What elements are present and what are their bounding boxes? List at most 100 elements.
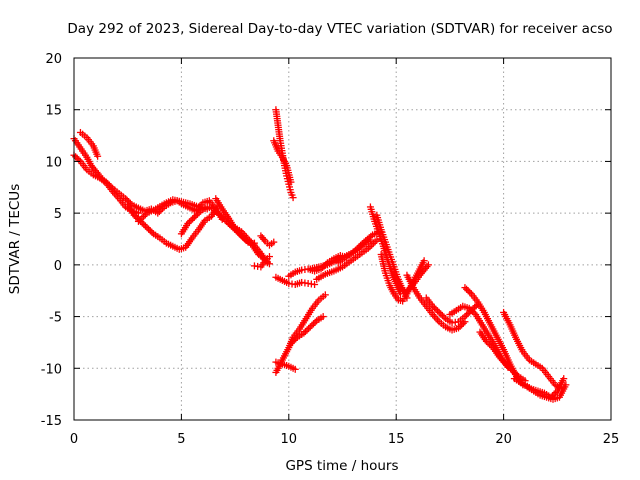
data-point — [289, 194, 297, 202]
data-point-fill — [434, 307, 442, 315]
data-point-fill — [458, 321, 466, 329]
y-tick-label: 5 — [54, 207, 62, 222]
data-point-fill — [146, 227, 154, 235]
data-point-fill — [243, 237, 251, 245]
data-point-fill — [437, 310, 445, 318]
data-point — [210, 205, 218, 213]
y-tick-labels: -15 -10 -5 0 5 10 15 20 — [41, 52, 62, 429]
x-tick-labels: 0 5 10 15 20 25 — [70, 432, 619, 447]
y-tick-label: 10 — [45, 155, 62, 170]
data-point — [508, 366, 516, 374]
x-axis-title: GPS time / hours — [285, 458, 398, 474]
data-point — [287, 178, 295, 186]
data-point-fill — [185, 218, 193, 226]
data-point-fill — [305, 324, 313, 332]
data-point-fill — [463, 285, 471, 293]
data-point-fill — [510, 368, 518, 376]
data-point-fill — [507, 365, 515, 373]
x-tick-label: 5 — [177, 432, 185, 447]
data-point-fill — [432, 305, 440, 313]
data-point — [319, 313, 327, 321]
data-point — [130, 211, 138, 219]
data-point-fill — [72, 153, 80, 161]
data-point — [265, 260, 273, 268]
data-point-fill — [105, 181, 113, 189]
data-point-fill — [301, 328, 309, 336]
data-point — [94, 152, 102, 160]
data-point-fill — [308, 321, 316, 329]
y-tick-label: -15 — [41, 414, 62, 429]
x-tick-label: 0 — [70, 432, 78, 447]
data-point-fill — [148, 228, 156, 236]
data-point — [291, 365, 299, 373]
data-point — [102, 178, 110, 186]
grid-lines — [74, 58, 611, 420]
data-point-fill — [189, 215, 197, 223]
data-point — [429, 302, 437, 310]
data-point-fill — [311, 318, 319, 326]
data-point-fill — [505, 363, 513, 371]
data-point — [465, 304, 473, 312]
data-point-fill — [464, 287, 472, 295]
y-tick-label: 15 — [45, 104, 62, 119]
y-tick-label: 0 — [54, 259, 62, 274]
data-point-fill — [195, 209, 203, 217]
data-point-fill — [310, 320, 318, 328]
chart-title: Day 292 of 2023, Sidereal Day-to-day VTE… — [67, 21, 612, 37]
data-point — [122, 195, 130, 203]
data-point-fill — [456, 322, 464, 330]
data-point-fill — [132, 213, 140, 221]
data-point-fill — [467, 306, 475, 314]
data-point-fill — [104, 180, 112, 188]
data-point — [287, 339, 295, 347]
data-point — [216, 211, 224, 219]
data-point — [311, 281, 319, 289]
data-point-fill — [548, 392, 556, 400]
data-point-fill — [187, 216, 195, 224]
data-point — [321, 291, 329, 299]
data-points — [70, 106, 570, 403]
data-point — [373, 236, 381, 244]
data-point-fill — [289, 338, 297, 346]
data-point — [270, 238, 278, 246]
data-point — [190, 213, 198, 221]
data-point-fill — [194, 210, 202, 218]
data-point — [424, 261, 432, 269]
data-point-fill — [140, 221, 148, 229]
data-point-fill — [141, 222, 149, 230]
x-tick-label: 25 — [603, 432, 620, 447]
data-point-fill — [470, 309, 478, 317]
axis-ticks — [73, 57, 612, 421]
data-point — [435, 308, 443, 316]
data-point — [300, 329, 308, 337]
data-point-fill — [464, 309, 472, 317]
data-point-fill — [468, 307, 476, 315]
data-point-fill — [366, 243, 374, 251]
data-point — [502, 360, 510, 368]
data-point — [143, 224, 151, 232]
plot-frame — [73, 57, 612, 421]
data-point-fill — [484, 339, 492, 347]
data-point — [482, 337, 490, 345]
data-point-fill — [511, 369, 519, 377]
data-point-fill — [245, 238, 253, 246]
y-tick-label: -5 — [49, 311, 62, 326]
data-point — [265, 253, 273, 261]
x-tick-label: 10 — [281, 432, 298, 447]
data-point — [454, 324, 462, 332]
data-point-fill — [463, 311, 471, 319]
data-point-fill — [211, 207, 219, 215]
data-point-fill — [486, 340, 494, 348]
data-point — [306, 323, 314, 331]
data-point-fill — [73, 154, 81, 162]
data-point-fill — [438, 312, 446, 320]
data-point-fill — [552, 389, 560, 397]
data-point-fill — [440, 313, 448, 321]
x-tick-label: 20 — [495, 432, 512, 447]
data-point-fill — [192, 212, 200, 220]
data-point — [184, 219, 192, 227]
data-point — [420, 257, 428, 265]
data-point — [461, 313, 469, 321]
data-point-fill — [107, 183, 115, 191]
data-point — [560, 375, 568, 383]
